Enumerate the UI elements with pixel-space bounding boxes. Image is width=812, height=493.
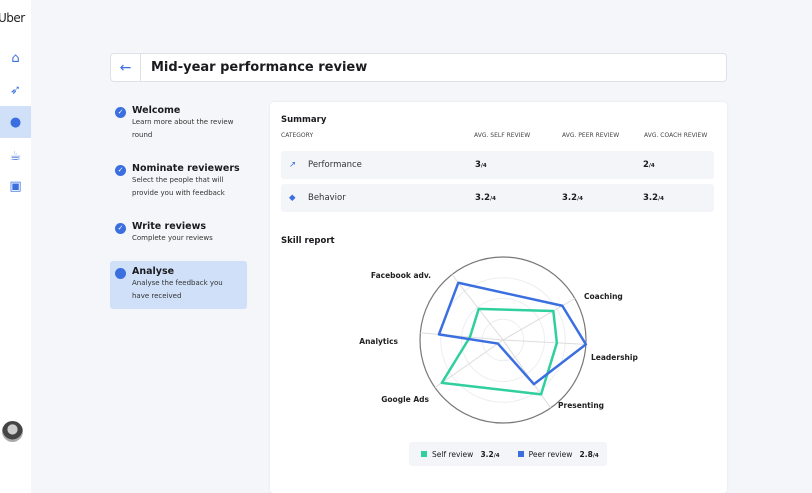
check-icon: ✓ (115, 223, 126, 234)
coffee-icon[interactable]: ☕ (9, 148, 22, 164)
table-row[interactable]: ◆ Behavior 3.2/4 3.2/4 3.2/4 (281, 184, 714, 212)
summary-title: Summary (281, 115, 327, 125)
stepper: ✓ Welcome Learn more about the review roun… (110, 100, 247, 319)
series-self-review (440, 307, 559, 396)
legend-self[interactable]: Self review 3.2/4 (421, 450, 500, 459)
step-welcome[interactable]: ✓ Welcome Learn more about the review roun… (110, 100, 247, 148)
step-title: Write reviews (132, 221, 206, 232)
sidebar: Uber ⌂ ➶ ● ☕ ▣ (0, 0, 31, 493)
category: Performance (308, 160, 362, 170)
arrow-left-icon: ← (119, 59, 132, 76)
page-title: Mid-year performance review (151, 60, 368, 75)
col-header: AVG. COACH REVIEW (644, 132, 708, 139)
axis-label: Coaching (584, 292, 623, 301)
chart-legend: Self review 3.2/4 Peer review 2.8/4 (409, 442, 607, 466)
col-header: AVG. SELF REVIEW (474, 132, 531, 139)
legend-peer[interactable]: Peer review 2.8/4 (517, 450, 599, 459)
outer-ring (419, 256, 587, 424)
axis-label: Leadership (591, 353, 638, 362)
check-icon: ✓ (115, 107, 126, 118)
step-desc: Learn more about the review round (132, 118, 234, 139)
self-score: 3/4 (475, 160, 487, 170)
axis-spoke (502, 339, 586, 345)
step-analyse[interactable]: Analyse Analyse the feedback you have rec… (110, 261, 247, 309)
back-button[interactable]: ← (111, 54, 141, 81)
skill-report-title: Skill report (281, 236, 335, 246)
axis-label: Analytics (359, 337, 398, 346)
axis-spoke (502, 339, 552, 409)
library-icon[interactable]: ▣ (9, 178, 22, 194)
trend-icon: ↗ (289, 160, 297, 170)
step-title: Analyse (132, 266, 175, 277)
axis-spoke (434, 339, 504, 389)
grid-ring (440, 277, 566, 403)
step-title: Nominate reviewers (132, 163, 240, 174)
axis-label: Google Ads (381, 395, 429, 404)
dot-icon (115, 268, 126, 279)
chat-icon[interactable]: ● (0, 106, 31, 138)
coach-score: 3.2/4 (643, 193, 664, 203)
radar-chart: Leadership Coaching Facebook adv. Analytics… (359, 256, 638, 424)
category: Behavior (308, 193, 346, 203)
col-header: AVG. PEER REVIEW (562, 132, 620, 139)
step-nominate[interactable]: ✓ Nominate reviewers Select the people tha… (110, 158, 247, 206)
self-score: 3.2/4 (475, 193, 496, 203)
col-header: CATEGORY (281, 132, 314, 139)
axis-label: Facebook adv. (371, 271, 431, 280)
axis-label: Presenting (558, 401, 604, 410)
step-title: Welcome (132, 105, 181, 116)
check-icon: ✓ (115, 165, 126, 176)
axis-spoke (451, 274, 504, 341)
axis-spoke (502, 298, 576, 341)
step-desc: Analyse the feedback you have received (132, 279, 223, 300)
series-peer-review (437, 281, 588, 386)
step-write[interactable]: ✓ Write reviews Complete your reviews (110, 216, 247, 251)
peer-score: 3.2/4 (562, 193, 583, 203)
results-card: Summary CATEGORY AVG. SELF REVIEW AVG. P… (270, 102, 727, 493)
rocket-icon[interactable]: ➶ (10, 82, 21, 98)
coach-score: 2/4 (643, 160, 655, 170)
axis-spoke (420, 332, 504, 341)
step-desc: Select the people that will provide you … (132, 176, 225, 197)
swatch (517, 450, 524, 457)
page-header: ← Mid-year performance review (110, 53, 727, 82)
grid-ring (461, 298, 545, 382)
table-row[interactable]: ↗ Performance 3/4 2/4 (281, 151, 714, 179)
swatch (421, 450, 427, 457)
uber-logo: Uber (0, 11, 25, 25)
home-icon[interactable]: ⌂ (11, 50, 20, 66)
tag-icon: ◆ (289, 193, 296, 203)
step-desc: Complete your reviews (132, 234, 213, 242)
avatar[interactable] (2, 421, 23, 442)
